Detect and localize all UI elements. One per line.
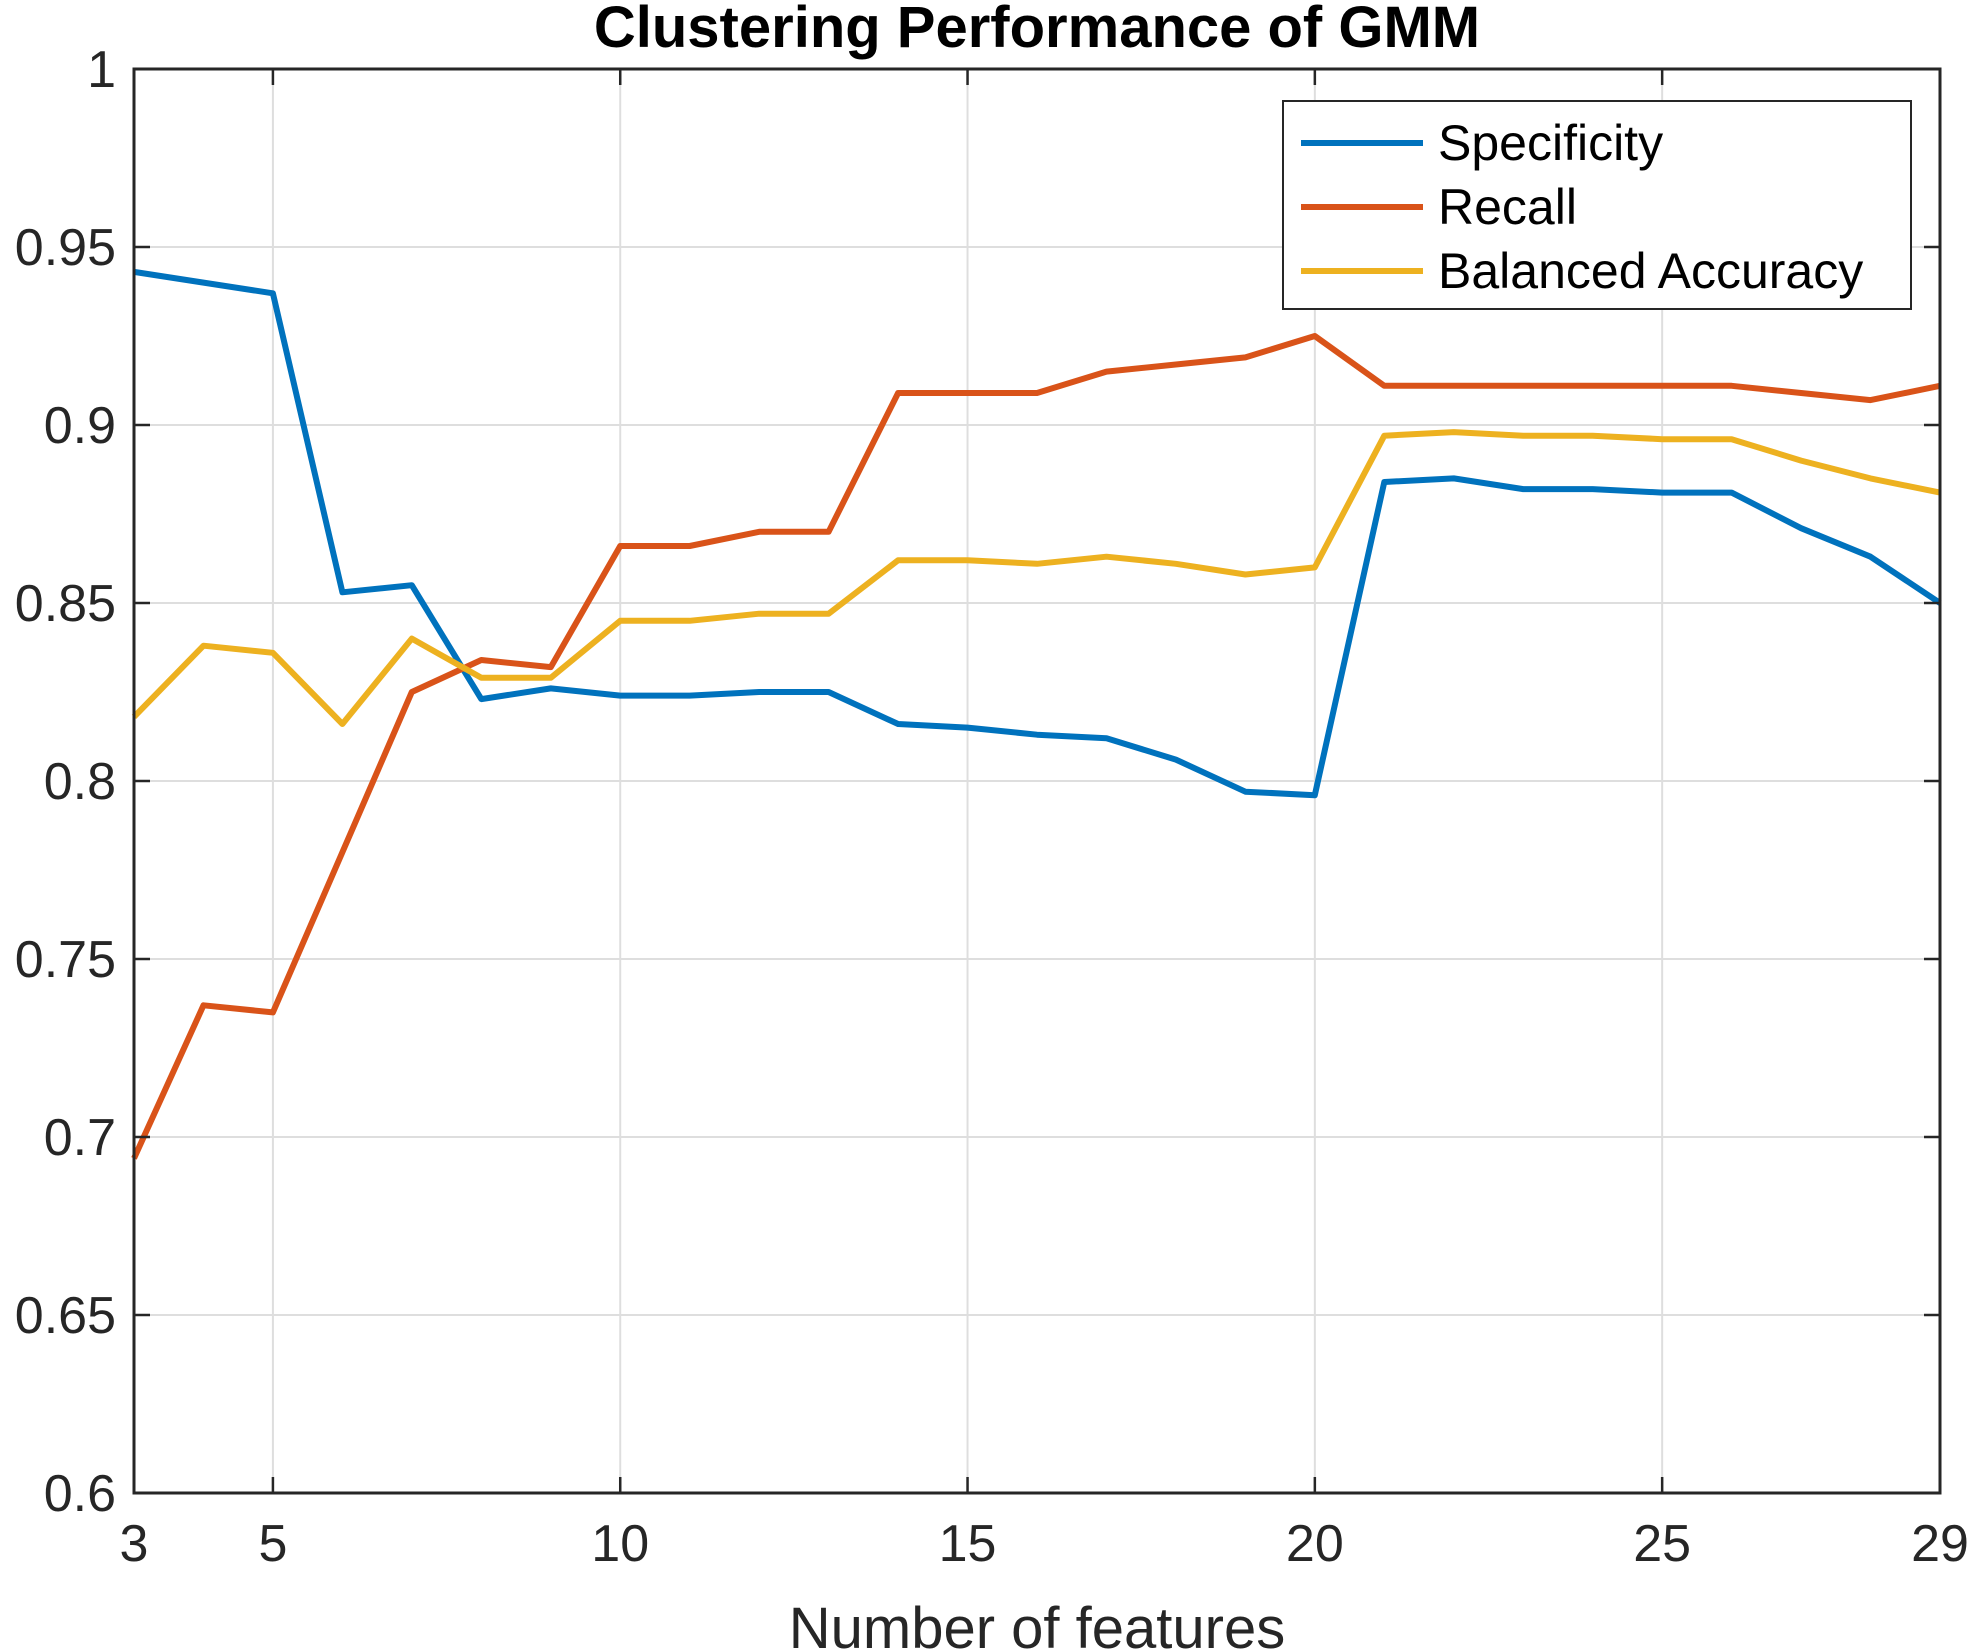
legend-label: Recall [1438, 179, 1577, 235]
y-tick-label: 0.65 [15, 1287, 116, 1345]
x-tick-label: 5 [258, 1515, 287, 1573]
x-tick-label: 3 [120, 1515, 149, 1573]
y-tick-label: 0.7 [44, 1109, 116, 1167]
y-tick-label: 1 [87, 41, 116, 99]
y-tick-label: 0.95 [15, 219, 116, 277]
x-tick-label: 29 [1911, 1515, 1969, 1573]
series-line-recall [131, 333, 1941, 1160]
x-tick-label: 15 [939, 1515, 997, 1573]
x-tick-label: 10 [591, 1515, 649, 1573]
y-tick-label: 0.6 [44, 1465, 116, 1523]
y-tick-label: 0.8 [44, 753, 116, 811]
ticks: 3 5 10 15 20 25 29 0.6 0.65 0.7 0.75 0.8 0.85 0.9 0.95… [15, 41, 1969, 1573]
series-line-specificity [133, 268, 1942, 799]
grid [134, 69, 1940, 1493]
legend-label: Balanced Accuracy [1438, 243, 1863, 299]
y-tick-label: 0.85 [15, 575, 116, 633]
legend-label: Specificity [1438, 115, 1663, 171]
y-tick-label: 0.9 [44, 397, 116, 455]
series-lines [131, 268, 1942, 1160]
series-line-balanced-accuracy [131, 429, 1941, 727]
legend: Specificity Recall Balanced Accuracy [1282, 100, 1912, 310]
x-axis-label: Number of features [789, 1596, 1285, 1652]
y-tick-label: 0.75 [15, 931, 116, 989]
x-tick-label: 20 [1286, 1515, 1344, 1573]
chart-title: Clustering Performance of GMM [594, 0, 1480, 60]
x-tick-label: 25 [1633, 1515, 1691, 1573]
